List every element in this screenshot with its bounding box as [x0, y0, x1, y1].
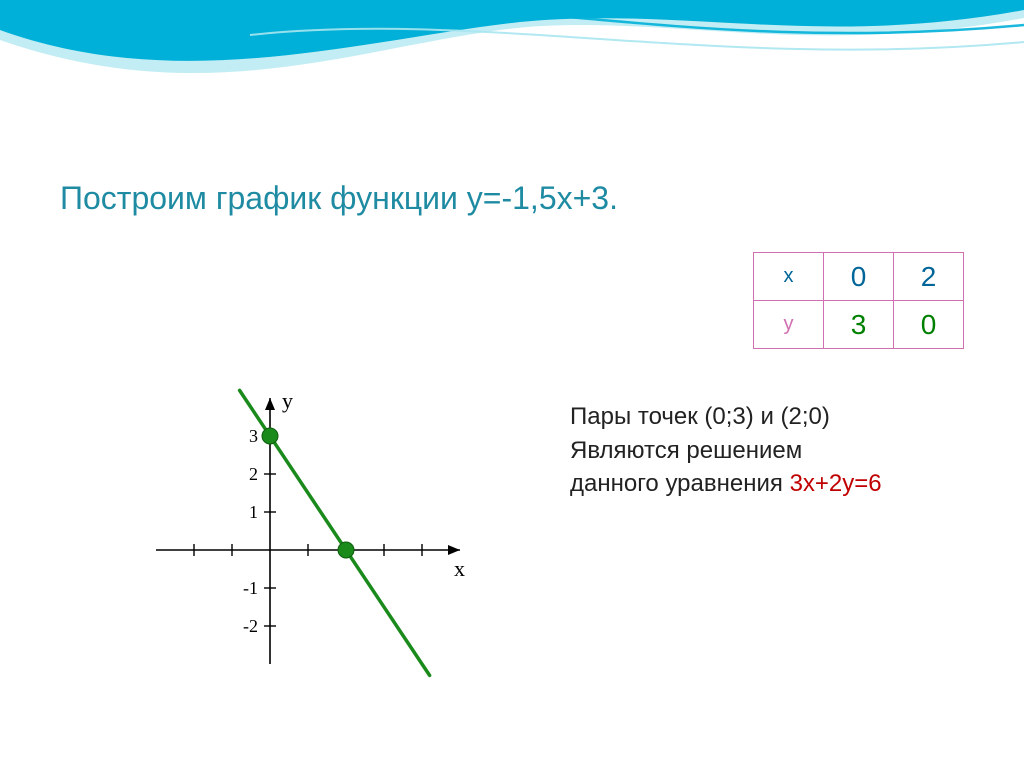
body-line-1: Пары точек (0;3) и (2;0)	[570, 400, 882, 434]
table-header-x: x	[754, 253, 824, 301]
equation: 3х+2у=6	[790, 470, 882, 497]
body-line-2: Являются решением	[570, 434, 882, 468]
table-header-y: y	[754, 301, 824, 349]
table-row: x 0 2	[754, 253, 964, 301]
data-table: x 0 2 y 3 0	[753, 252, 964, 349]
svg-text:3: 3	[249, 426, 258, 446]
body-line-3a: данного уравнения	[570, 470, 790, 497]
slide-title: Построим график функции у=-1,5х+3.	[60, 180, 618, 217]
svg-text:2: 2	[249, 464, 258, 484]
chart: -2 -1 1 2 3 x y	[150, 350, 490, 690]
body-line-3: данного уравнения 3х+2у=6	[570, 467, 882, 501]
body-text: Пары точек (0;3) и (2;0) Являются решени…	[570, 400, 882, 501]
table-cell: 3	[824, 301, 894, 349]
table-cell: 0	[824, 253, 894, 301]
svg-text:x: x	[454, 556, 465, 581]
svg-text:1: 1	[249, 502, 258, 522]
background-swoosh	[0, 0, 1024, 200]
chart-svg: -2 -1 1 2 3 x y	[150, 350, 490, 690]
svg-text:y: y	[282, 388, 293, 413]
table-row: y 3 0	[754, 301, 964, 349]
slide: Построим график функции у=-1,5х+3. x 0 2…	[0, 0, 1024, 768]
table-cell: 2	[894, 253, 964, 301]
svg-text:-2: -2	[243, 616, 258, 636]
svg-text:-1: -1	[243, 578, 258, 598]
table-cell: 0	[894, 301, 964, 349]
